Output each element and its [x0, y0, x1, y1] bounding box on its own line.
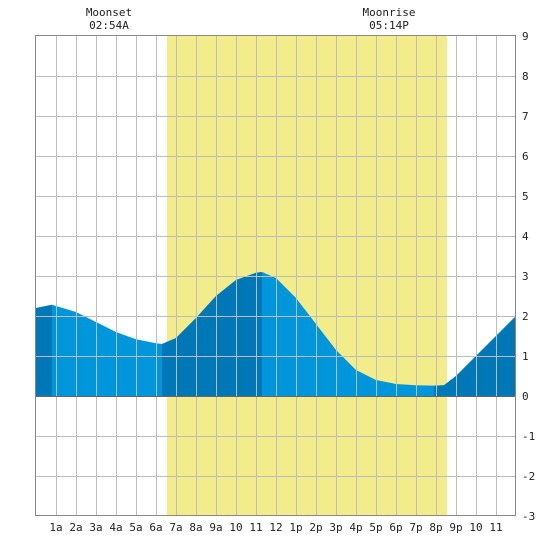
x-tick-label: 10 — [229, 521, 242, 534]
x-tick-label: 2a — [69, 521, 82, 534]
x-tick-label: 1p — [289, 521, 302, 534]
grid — [36, 36, 516, 516]
x-tick-label: 11 — [249, 521, 262, 534]
y-tick-label: 6 — [522, 150, 529, 163]
y-tick-label: -2 — [522, 470, 535, 483]
x-tick-label: 4a — [109, 521, 122, 534]
x-tick-label: 3p — [329, 521, 342, 534]
moon-event-time: 05:14P — [369, 19, 409, 32]
y-tick-label: 5 — [522, 190, 529, 203]
x-tick-label: 9p — [449, 521, 462, 534]
moon-event-time: 02:54A — [89, 19, 129, 32]
x-tick-label: 2p — [309, 521, 322, 534]
x-tick-label: 11 — [489, 521, 502, 534]
y-tick-label: 4 — [522, 230, 529, 243]
y-tick-label: -3 — [522, 510, 535, 523]
x-tick-label: 10 — [469, 521, 482, 534]
y-tick-label: -1 — [522, 430, 535, 443]
x-tick-label: 3a — [89, 521, 102, 534]
y-tick-label: 1 — [522, 350, 529, 363]
x-tick-label: 7p — [409, 521, 422, 534]
moon-event-label: Moonrise — [363, 6, 416, 19]
x-tick-label: 5a — [129, 521, 142, 534]
y-tick-label: 7 — [522, 110, 529, 123]
x-tick-label: 5p — [369, 521, 382, 534]
x-tick-labels: 1a 2a 3a 4a 5a 6a 7a 8a 9a 10 11 12 1p 2p 3p 4p 5p 6p 7p 8p… — [49, 521, 502, 534]
y-tick-label: 0 — [522, 390, 529, 403]
x-tick-label: 7a — [169, 521, 182, 534]
y-tick-label: 2 — [522, 310, 529, 323]
x-tick-label: 4p — [349, 521, 362, 534]
moon-event-label: Moonset — [86, 6, 132, 19]
x-tick-label: 6a — [149, 521, 162, 534]
x-tick-label: 8a — [189, 521, 202, 534]
x-tick-label: 12 — [269, 521, 282, 534]
y-tick-label: 8 — [522, 70, 529, 83]
x-tick-label: 6p — [389, 521, 402, 534]
x-tick-label: 1a — [49, 521, 62, 534]
y-tick-labels: -3 -2 -1 0 1 2 3 4 5 6 7 8 9 — [522, 30, 535, 523]
x-tick-label: 8p — [429, 521, 442, 534]
plot-frame — [35, 35, 516, 516]
y-tick-label: 3 — [522, 270, 529, 283]
x-tick-label: 9a — [209, 521, 222, 534]
y-tick-label: 9 — [522, 30, 529, 43]
